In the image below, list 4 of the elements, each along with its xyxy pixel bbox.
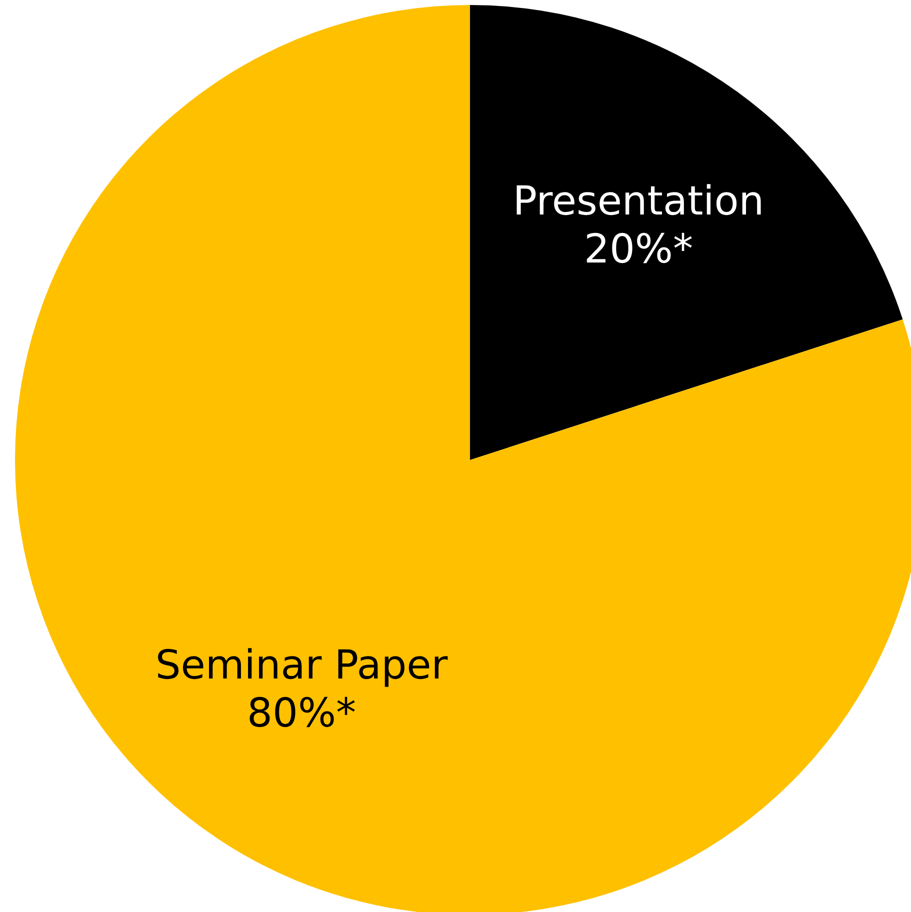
slice-label: Presentation (512, 178, 764, 224)
data-label: 20%* (584, 226, 693, 272)
slice-label: Seminar Paper (155, 642, 448, 688)
data-label: 80%* (247, 690, 356, 736)
